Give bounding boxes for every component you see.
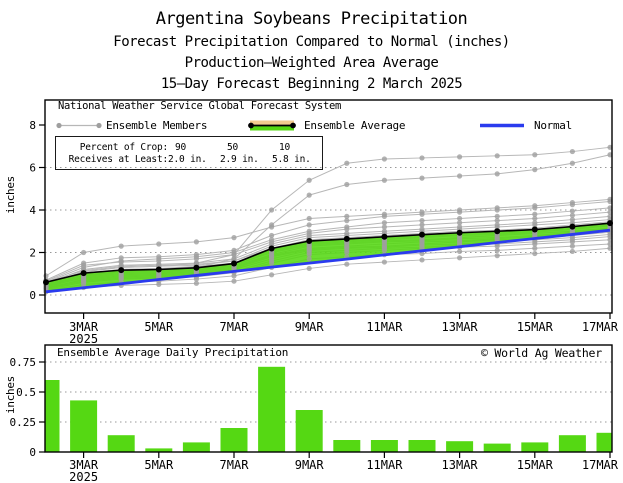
svg-text:0.75: 0.75 — [10, 356, 37, 369]
plot-frame — [44, 344, 613, 453]
svg-text:11MAR: 11MAR — [366, 320, 403, 334]
bar-day-4 — [107, 435, 135, 452]
page-subtitle-1: Forecast Precipitation Compared to Norma… — [113, 34, 510, 50]
watermark: © World Ag Weather — [480, 346, 602, 360]
stats-row2-value-2: 2.9 in. — [220, 153, 259, 165]
stats-row1-value-90: 90 — [175, 141, 187, 153]
svg-text:0.5: 0.5 — [16, 386, 36, 399]
page-subtitle-3: 15–Day Forecast Beginning 2 March 2025 — [160, 76, 463, 92]
bar-day-14 — [483, 443, 511, 452]
svg-text:4: 4 — [29, 204, 36, 217]
bar-day-3 — [70, 400, 98, 452]
svg-text:5MAR: 5MAR — [144, 320, 174, 334]
svg-text:2025: 2025 — [69, 470, 98, 483]
svg-text:3MAR: 3MAR — [69, 458, 99, 472]
top-chart-y-axis-label: inches — [4, 176, 17, 214]
svg-text:0: 0 — [29, 289, 36, 302]
svg-text:9MAR: 9MAR — [295, 458, 325, 472]
legend-ensemble-members-label: Ensemble Members — [106, 119, 208, 132]
svg-text:7MAR: 7MAR — [220, 320, 250, 334]
bar-day-10 — [333, 440, 361, 452]
svg-text:5MAR: 5MAR — [144, 458, 174, 472]
svg-text:13MAR: 13MAR — [442, 320, 479, 334]
normal-swatch-icon — [480, 123, 524, 128]
legend-header: National Weather Service Global Forecast… — [58, 100, 342, 112]
ensemble-average-dots — [43, 220, 613, 286]
svg-text:11MAR: 11MAR — [366, 458, 403, 472]
bar-day-11 — [370, 440, 398, 452]
bar-day-6 — [182, 442, 210, 452]
daily-precipitation-bars — [45, 366, 612, 452]
svg-text:15MAR: 15MAR — [517, 320, 554, 334]
svg-text:0.25: 0.25 — [10, 416, 37, 429]
stats-row1-value-10: 10 — [279, 141, 291, 153]
stats-row2-label: Receives at Least: — [68, 153, 169, 165]
ensemble-average-swatch-icon — [248, 120, 296, 131]
bar-day-7 — [220, 428, 248, 452]
bar-day-5 — [145, 448, 173, 452]
stats-row2-value-1: 2.0 in. — [168, 153, 207, 165]
y-axis-ticks: 0 2 4 6 8 — [29, 119, 45, 302]
plot-frame — [44, 99, 613, 314]
ensemble-members-swatch-icon — [56, 122, 102, 129]
svg-text:7MAR: 7MAR — [220, 458, 250, 472]
svg-text:3MAR: 3MAR — [69, 320, 99, 334]
bar-day-2 — [45, 380, 60, 452]
svg-text:15MAR: 15MAR — [517, 458, 554, 472]
svg-text:13MAR: 13MAR — [442, 458, 479, 472]
normal-line — [45, 228, 611, 294]
svg-text:8: 8 — [29, 119, 36, 132]
svg-text:2025: 2025 — [69, 332, 98, 345]
crop-percentile-box: Percent of Crop: 90 50 10 Receives at Le… — [55, 136, 323, 170]
page-titles: Argentina Soybeans Precipitation Forecas… — [0, 6, 623, 95]
svg-text:9MAR: 9MAR — [295, 320, 325, 334]
stats-row2-value-3: 5.8 in. — [272, 153, 311, 165]
svg-text:0: 0 — [29, 446, 36, 459]
bar-day-15 — [521, 442, 549, 452]
bar-day-12 — [408, 440, 436, 452]
bottom-chart-y-axis-label: inches — [4, 376, 17, 414]
page-subtitle-2: Production–Weighted Area Average — [184, 55, 439, 71]
bottom-chart-title: Ensemble Average Daily Precipitation — [57, 346, 289, 359]
bar-day-13 — [446, 441, 474, 452]
svg-text:2: 2 — [29, 247, 36, 260]
svg-text:17MAR: 17MAR — [582, 458, 619, 472]
bar-day-17 — [596, 432, 612, 452]
svg-text:17MAR: 17MAR — [582, 320, 619, 334]
gridlines — [45, 361, 612, 423]
bar-day-9 — [295, 410, 323, 452]
legend-normal-label: Normal — [534, 119, 572, 132]
page-title: Argentina Soybeans Precipitation — [155, 9, 468, 29]
y-axis-ticks: 0 0.25 0.5 0.75 — [10, 356, 45, 459]
ensemble-average-line — [45, 222, 611, 284]
bar-day-8 — [258, 366, 286, 452]
bar-day-16 — [558, 435, 586, 452]
stats-row1-label: Percent of Crop: — [79, 141, 169, 153]
legend-ensemble-average-label: Ensemble Average — [304, 119, 406, 132]
above-normal-band — [46, 223, 610, 292]
svg-text:6: 6 — [29, 162, 36, 175]
stats-row1-value-50: 50 — [227, 141, 239, 153]
